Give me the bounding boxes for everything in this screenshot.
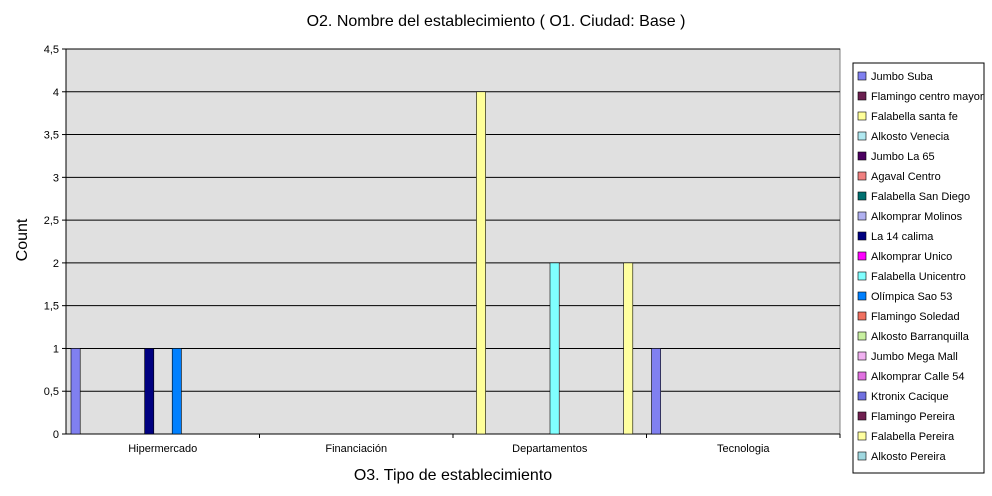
y-tick-label: 0 [53,429,59,441]
y-axis-title: Count [14,218,31,261]
legend-label: Falabella Pereira [871,431,955,443]
legend-label: Flamingo Soledad [871,311,960,323]
y-tick-label: 3,5 [44,130,59,142]
legend: Jumbo Suba Flamingo centro mayor Falabella… [852,62,985,474]
x-tick-label: Departamentos [512,443,588,455]
legend-label: Jumbo La 65 [871,151,935,163]
legend-swatch [857,231,867,241]
bar [70,348,81,435]
legend-label: La 14 calima [871,231,934,243]
bar [651,348,661,435]
legend-label: Alkomprar Calle 54 [871,371,965,383]
legend-swatch [857,191,867,201]
x-tick-label: Financiación [325,443,387,455]
legend-swatch [857,111,867,121]
bar [144,348,155,435]
legend-swatch [857,91,867,101]
legend-label: Flamingo Pereira [871,411,956,423]
y-tick-label: 3 [53,172,59,184]
legend-label: Ktronix Cacique [871,391,949,403]
legend-swatch [857,271,867,281]
chart-title: O2. Nombre del establecimiento ( O1. Ciu… [307,13,686,30]
legend-label: Alkosto Barranquilla [871,331,970,343]
legend-swatch [857,211,867,221]
legend-label: Flamingo centro mayor [871,91,984,103]
bar [549,262,560,435]
legend-label: Alkosto Pereira [871,451,946,463]
legend-swatch [857,151,867,161]
legend-label: Falabella Unicentro [871,271,966,283]
legend-swatch [857,451,867,461]
x-axis-title: O3. Tipo de establecimiento [354,467,552,484]
legend-swatch [857,411,867,421]
legend-swatch [857,251,867,261]
bar [476,91,486,435]
legend-swatch [857,71,867,81]
legend-swatch [857,311,867,321]
legend-swatch [857,171,867,181]
legend-label: Jumbo Suba [871,71,934,83]
y-tick-label: 0,5 [44,386,59,398]
legend-box [852,62,985,474]
y-tick-label: 4 [53,87,59,99]
y-tick-label: 1,5 [44,301,59,313]
y-tick-label: 4,5 [44,44,59,56]
legend-label: Alkomprar Unico [871,251,952,263]
legend-swatch [857,131,867,141]
plot-area: 0 0,5 1 1,5 2 2,5 3 3,5 4 4,5 Hipermercado Financia… [44,44,841,455]
y-tick-label: 2,5 [44,215,59,227]
y-tick-label: 1 [53,343,59,355]
legend-swatch [857,431,867,441]
legend-label: Agaval Centro [871,171,941,183]
plot-background [65,48,841,435]
legend-swatch [857,371,867,381]
legend-label: Alkosto Venecia [871,131,950,143]
legend-label: Olímpica Sao 53 [871,291,952,303]
legend-label: Alkomprar Molinos [871,211,963,223]
legend-swatch [857,351,867,361]
legend-swatch [857,331,867,341]
y-tick-label: 2 [53,258,59,270]
legend-label: Jumbo Mega Mall [871,351,958,363]
legend-swatch [857,391,867,401]
x-tick-label: Tecnologia [717,443,770,455]
legend-swatch [857,291,867,301]
x-tick-label: Hipermercado [128,443,197,455]
legend-label: Falabella santa fe [871,111,958,123]
bar [171,348,182,435]
legend-label: Falabella San Diego [871,191,970,203]
bar [623,262,634,435]
